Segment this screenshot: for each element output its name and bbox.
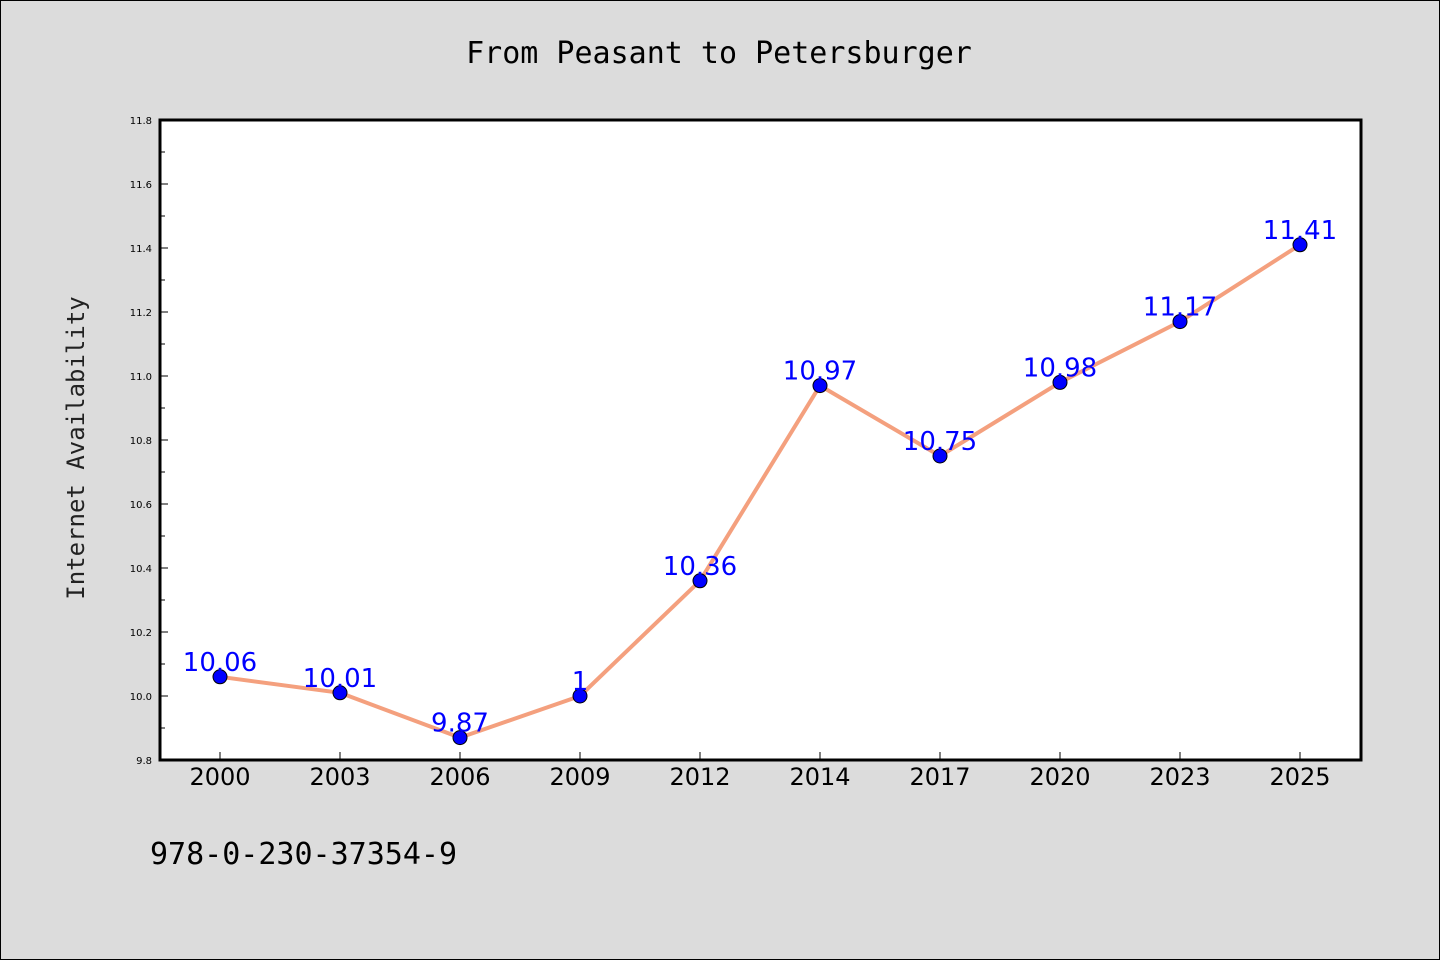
- x-tick-label: 2003: [309, 763, 370, 791]
- x-tick-label: 2000: [189, 763, 250, 791]
- data-point: [332, 685, 348, 701]
- data-point: [932, 448, 948, 464]
- y-tick-label: 10.4: [130, 564, 152, 575]
- chart-title: From Peasant to Petersburger: [466, 36, 972, 71]
- isbn-footer: 978-0-230-37354-9: [150, 837, 457, 872]
- plot-area: [160, 120, 1361, 760]
- data-label: 9.87: [431, 709, 489, 739]
- y-tick-label: 10.6: [130, 500, 152, 511]
- series-line: [218, 242, 1302, 740]
- data-point: [692, 573, 708, 589]
- data-label: 10.75: [903, 427, 977, 457]
- y-tick-label: 10.2: [130, 628, 152, 639]
- data-point: [452, 730, 468, 746]
- x-tick-label: 2023: [1149, 763, 1210, 791]
- y-tick-label: 11.2: [130, 308, 152, 319]
- x-tick-label: 2014: [789, 763, 850, 791]
- data-point: [212, 669, 228, 685]
- x-tick-label: 2020: [1029, 763, 1090, 791]
- x-tick-label: 2025: [1269, 763, 1330, 791]
- y-tick-label: 11.0: [130, 372, 152, 383]
- data-label: 10.06: [183, 648, 257, 678]
- data-point: [1052, 374, 1068, 390]
- data-point: [1292, 237, 1308, 253]
- y-tick-label: 11.6: [130, 180, 152, 191]
- y-tick-label: 9.8: [136, 756, 152, 767]
- x-tick-label: 2012: [669, 763, 730, 791]
- plot-border: [158, 118, 1363, 762]
- data-label: 10.98: [1023, 353, 1097, 383]
- x-tick-label: 2009: [549, 763, 610, 791]
- y-axis-label: Internet Availability: [62, 296, 90, 599]
- x-tick-label: 2006: [429, 763, 490, 791]
- data-label: 10.97: [783, 357, 857, 387]
- y-tick-label: 11.4: [130, 244, 152, 255]
- x-tick-label: 2017: [909, 763, 970, 791]
- data-point: [572, 688, 588, 704]
- data-label: 1: [572, 667, 589, 697]
- data-label: 11.41: [1263, 216, 1337, 246]
- x-axis: 2000 2003 2006 2009 2012 2014 2017 2020 2023 2025: [189, 752, 1331, 791]
- data-label: 10.36: [663, 552, 737, 582]
- data-label: 10.01: [303, 664, 377, 694]
- y-tick-label: 11.8: [130, 116, 152, 127]
- data-point: [812, 378, 828, 394]
- data-labels: 10.06 10.01 9.87 1 10.36 10.97 10.75 10.98 11.17…: [183, 216, 1337, 739]
- data-label: 11.17: [1143, 293, 1217, 323]
- y-tick-label: 10.8: [130, 436, 152, 447]
- y-tick-label: 10.0: [130, 692, 152, 703]
- data-point: [1172, 314, 1188, 330]
- series-line-group: [212, 237, 1308, 746]
